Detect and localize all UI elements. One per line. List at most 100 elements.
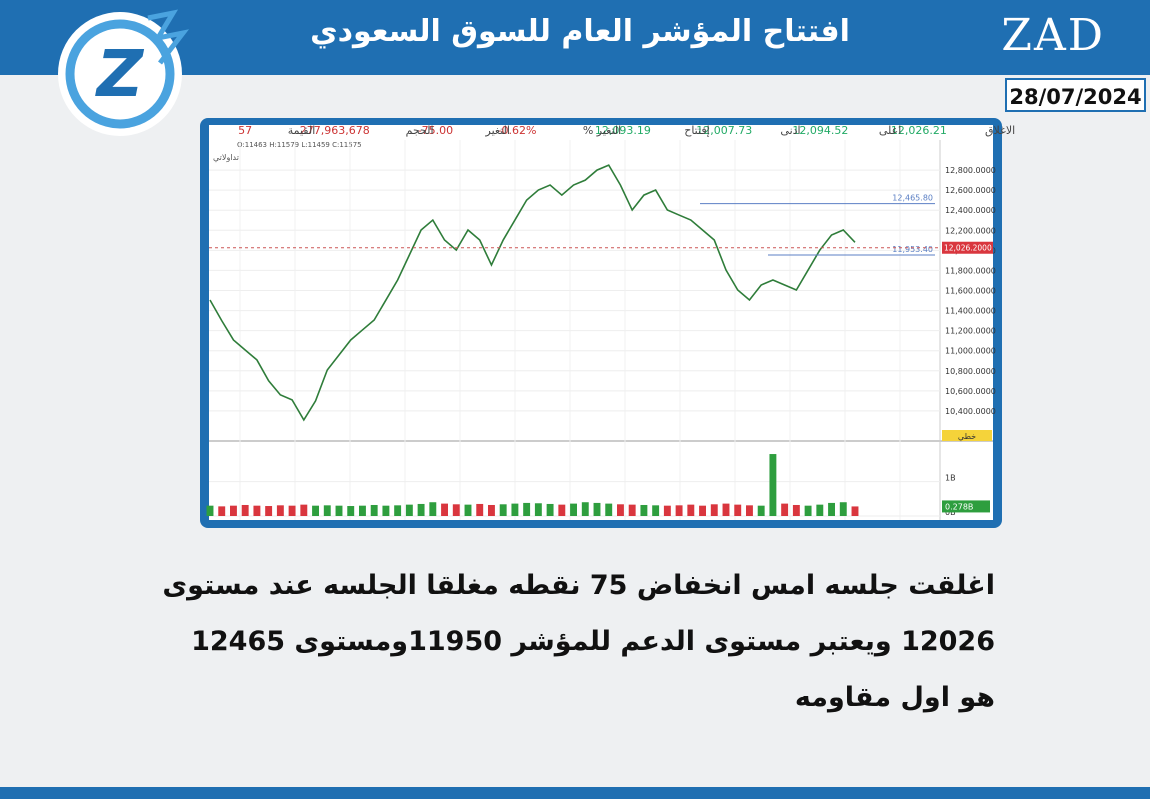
volume-bar <box>675 505 683 516</box>
volume-bar <box>734 504 742 516</box>
stat-label: التغير % <box>583 124 621 137</box>
volume-bar <box>558 504 566 516</box>
volume-bar <box>476 503 484 516</box>
volume-bar <box>417 503 425 516</box>
volume-bar <box>581 502 589 516</box>
stat-label: ادنى <box>780 124 800 137</box>
stat-value: 12,093.19 <box>595 124 651 137</box>
volume-bar <box>335 505 343 516</box>
y-tick-label: 10,400.0000 <box>945 407 996 416</box>
volume-bar <box>663 505 671 516</box>
volume-bar <box>523 502 531 516</box>
stat-value: -0.62% <box>498 124 537 137</box>
pane-label: تداولاتي <box>213 153 239 162</box>
volume-bar <box>288 505 296 516</box>
volume-last-box <box>942 500 990 513</box>
volume-bar <box>828 502 836 516</box>
volume-bar <box>358 505 366 516</box>
stat-label: الاغلاق <box>985 124 1015 137</box>
volume-bar <box>722 503 730 516</box>
volume-bar <box>640 504 648 516</box>
y-tick-label: 12,200.0000 <box>945 226 996 235</box>
style-label: خطي <box>958 432 976 441</box>
volume-bar <box>452 504 460 516</box>
price-line <box>209 164 856 422</box>
stat-label: القيمة <box>288 124 316 137</box>
volume-bar <box>570 503 578 516</box>
y-tick-label: 11,600.0000 <box>945 287 996 296</box>
y-tick-label: 10,800.0000 <box>945 367 996 376</box>
volume-bar <box>487 504 495 516</box>
volume-bar <box>699 505 707 516</box>
volume-bar <box>593 502 601 516</box>
volume-bar <box>312 505 320 516</box>
last-box <box>942 241 993 254</box>
brand: ZAD <box>1001 10 1105 61</box>
volume-bar <box>499 504 507 516</box>
volume-bar <box>394 505 402 516</box>
stat-label: الحجم <box>406 124 434 137</box>
volume-bar <box>769 454 777 516</box>
volume-bar <box>241 504 249 516</box>
y-tick-label: 12,800.0000 <box>945 166 996 175</box>
stat-value: -75.00 <box>418 124 453 137</box>
volume-bar <box>839 502 847 516</box>
volume-bar <box>804 505 812 516</box>
stat-value: 12,026.21 <box>891 124 947 137</box>
volume-bar <box>218 506 226 516</box>
volume-bar <box>429 502 437 516</box>
volume-bar <box>816 504 824 516</box>
volume-bar <box>405 504 413 516</box>
volume-bar <box>652 505 660 516</box>
header-bar <box>0 0 1150 75</box>
title: افتتاح المؤشر العام للسوق السعودي <box>310 14 850 49</box>
volume-bar <box>300 504 308 516</box>
volume-tick-label: 0B <box>945 508 956 517</box>
stat-label: إفتتاح <box>684 124 709 137</box>
svg-text:Z: Z <box>95 38 145 112</box>
y-tick-label: 11,400.0000 <box>945 307 996 316</box>
volume-bar <box>628 504 636 516</box>
volume-bar <box>546 503 554 516</box>
volume-bar <box>792 504 800 516</box>
volume-bar <box>370 504 378 516</box>
y-tick-label: 11,200.0000 <box>945 327 996 336</box>
stat-value: 12,007.73 <box>696 124 752 137</box>
last-label: 12,026.2000 <box>944 244 992 253</box>
volume-bar <box>253 505 261 516</box>
y-tick-label: 12,400.0000 <box>945 206 996 215</box>
level-label: 12,465.80 <box>892 194 933 203</box>
volume-bar <box>605 503 613 516</box>
logo: Z <box>58 9 190 136</box>
level-label: 11,953.40 <box>892 245 933 254</box>
volume-bar <box>745 505 753 516</box>
volume-bar <box>464 504 472 516</box>
style-box <box>942 430 992 441</box>
body-line: 12026 ويعتبر مستوى الدعم للمؤشر 11950ومس… <box>191 626 995 657</box>
body-line: هو اول مقاومه <box>794 682 995 713</box>
stat-value: 277,963,678 <box>300 124 370 137</box>
stat-value: 57 <box>238 124 252 137</box>
y-tick-label: 11,000.0000 <box>945 347 996 356</box>
stat-label: اعلى <box>879 124 901 137</box>
volume-bar <box>710 504 718 516</box>
volume-last-label: 0.278B <box>945 502 973 511</box>
y-tick-label: 10,600.0000 <box>945 387 996 396</box>
body-line: اغلقت جلسه امس انخفاض 75 نقطه مغلقا الجل… <box>162 570 995 601</box>
volume-bar <box>511 503 519 516</box>
volume-bar <box>616 504 624 516</box>
y-tick-label: 11,800.0000 <box>945 266 996 275</box>
volume-tick-label: 1B <box>945 474 956 483</box>
volume-bar <box>441 503 449 516</box>
volume-bar <box>265 506 273 516</box>
volume-bar <box>687 504 695 516</box>
volume-bar <box>347 506 355 516</box>
volume-bar <box>382 505 390 516</box>
volume-bar <box>781 503 789 516</box>
volume-bar <box>206 505 214 516</box>
footer-bar <box>0 787 1150 799</box>
volume-bar <box>757 505 765 516</box>
date: 28/07/2024 <box>1005 78 1146 112</box>
